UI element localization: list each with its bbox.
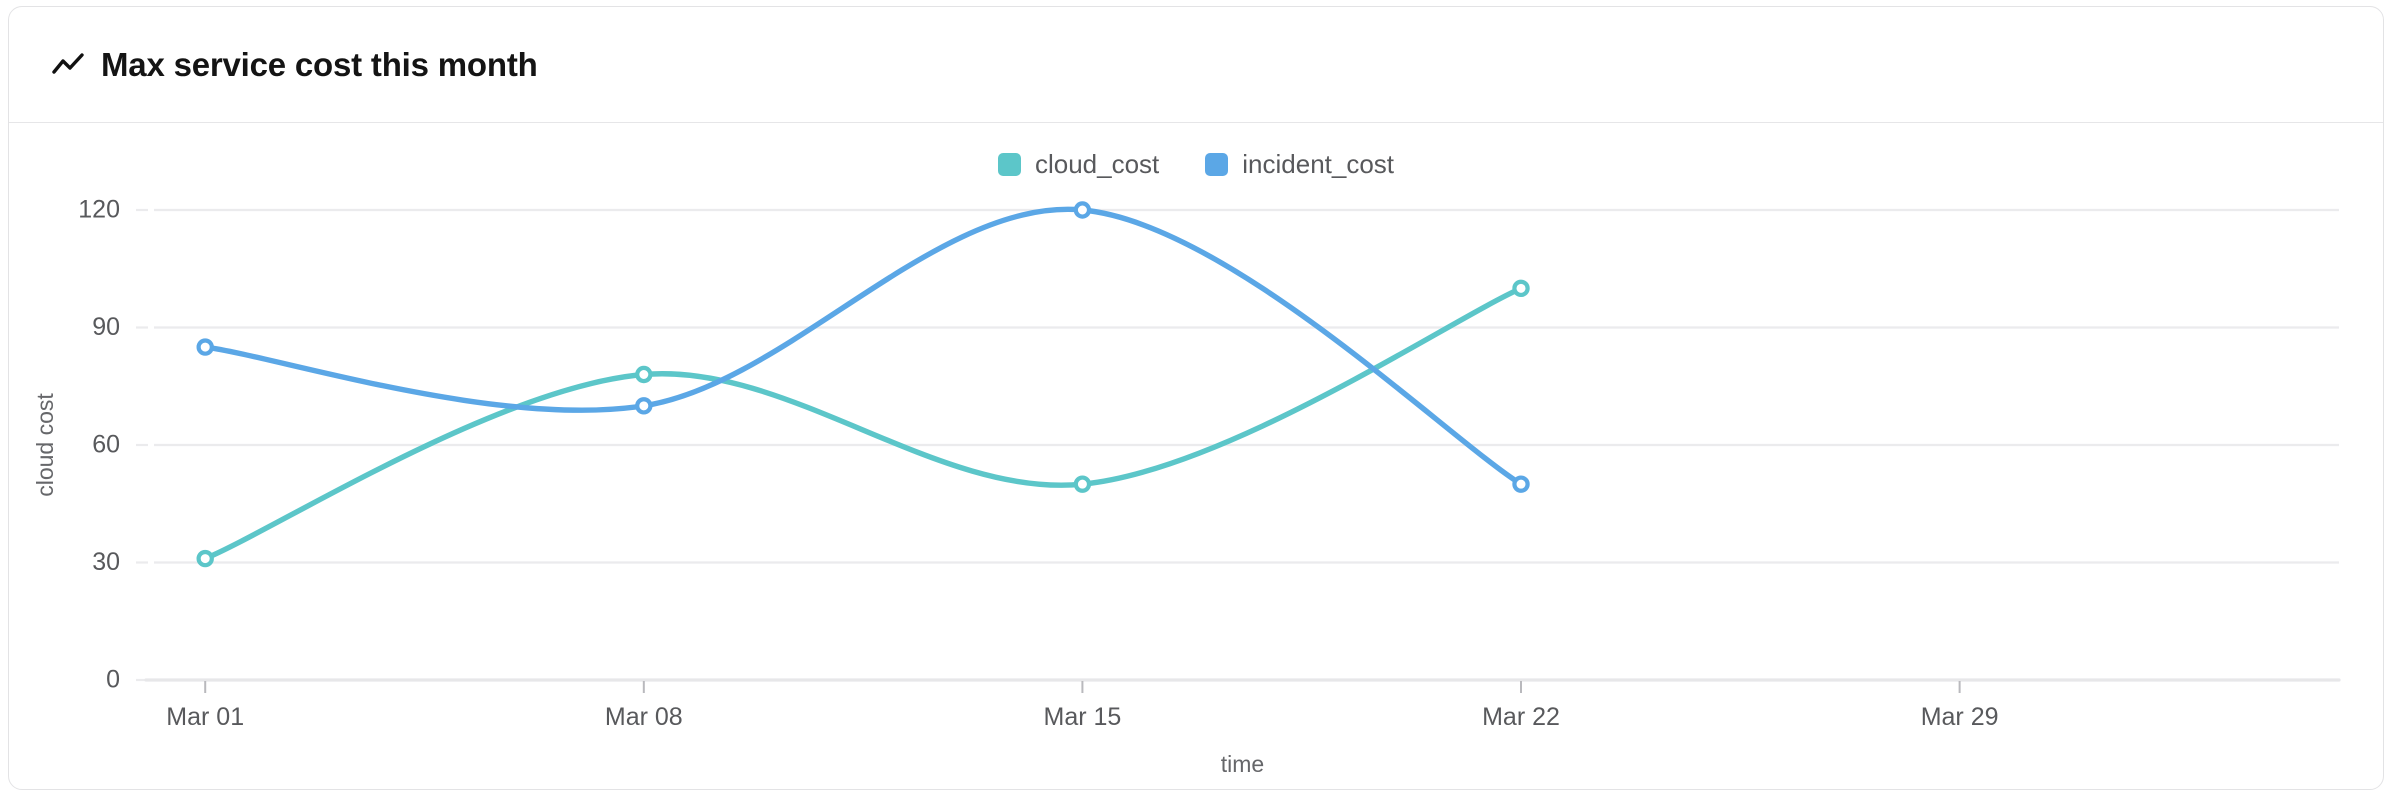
- x-tick-label: Mar 15: [1044, 703, 1122, 731]
- legend-item-cloud-cost[interactable]: cloud_cost: [997, 149, 1160, 180]
- y-tick-label: 30: [92, 548, 120, 576]
- legend-label-cloud-cost: cloud_cost: [1034, 149, 1160, 179]
- y-tick-label: 120: [78, 196, 120, 224]
- chart-card: Max service cost this month cloud_cost i…: [8, 6, 2384, 790]
- data-point-cloud-cost[interactable]: [196, 549, 214, 568]
- y-axis-ticks: 120 90 60 30 0: [78, 196, 148, 694]
- line-chart-plot[interactable]: 120 90 60 30 0 Mar 01 Mar 08 Mar 15 Mar 22 Mar 2…: [9, 123, 2384, 789]
- x-axis-title: time: [1221, 751, 1264, 777]
- x-axis: Mar 01 Mar 08 Mar 15 Mar 22 Mar 29: [144, 678, 2341, 731]
- chart-body: cloud_cost incident_cost 120 90 60 30 0 Mar …: [9, 123, 2383, 789]
- card-header: Max service cost this month: [9, 7, 2383, 123]
- series-layer: [196, 201, 1530, 568]
- data-point-cloud-cost[interactable]: [635, 365, 653, 384]
- legend-item-incident-cost[interactable]: incident_cost: [1205, 149, 1394, 180]
- x-tick-label: Mar 22: [1482, 703, 1560, 731]
- data-point-incident-cost[interactable]: [1512, 475, 1530, 493]
- page-title: Max service cost this month: [101, 46, 538, 83]
- series-line-incident-cost: [202, 206, 1524, 487]
- trend-line-icon: [52, 52, 84, 74]
- y-tick-label: 60: [92, 431, 120, 459]
- data-point-cloud-cost[interactable]: [1073, 475, 1092, 493]
- y-tick-label: 0: [106, 666, 120, 694]
- x-tick-label: Mar 29: [1921, 703, 1999, 731]
- y-tick-label: 90: [92, 313, 120, 341]
- legend-swatch-cloud-cost: [997, 153, 1021, 176]
- data-point-incident-cost[interactable]: [196, 338, 214, 356]
- data-point-incident-cost[interactable]: [1073, 201, 1092, 219]
- series-line-cloud-cost: [202, 285, 1524, 562]
- chart-legend: cloud_cost incident_cost: [9, 149, 2383, 180]
- axis-titles: time cloud cost: [32, 393, 1264, 777]
- y-axis-title: cloud cost: [32, 393, 58, 497]
- data-point-cloud-cost[interactable]: [1512, 279, 1530, 298]
- x-tick-label: Mar 01: [166, 703, 244, 731]
- legend-swatch-incident-cost: [1205, 153, 1229, 176]
- data-point-incident-cost[interactable]: [635, 397, 653, 415]
- x-tick-label: Mar 08: [605, 703, 683, 731]
- legend-label-incident-cost: incident_cost: [1242, 149, 1395, 179]
